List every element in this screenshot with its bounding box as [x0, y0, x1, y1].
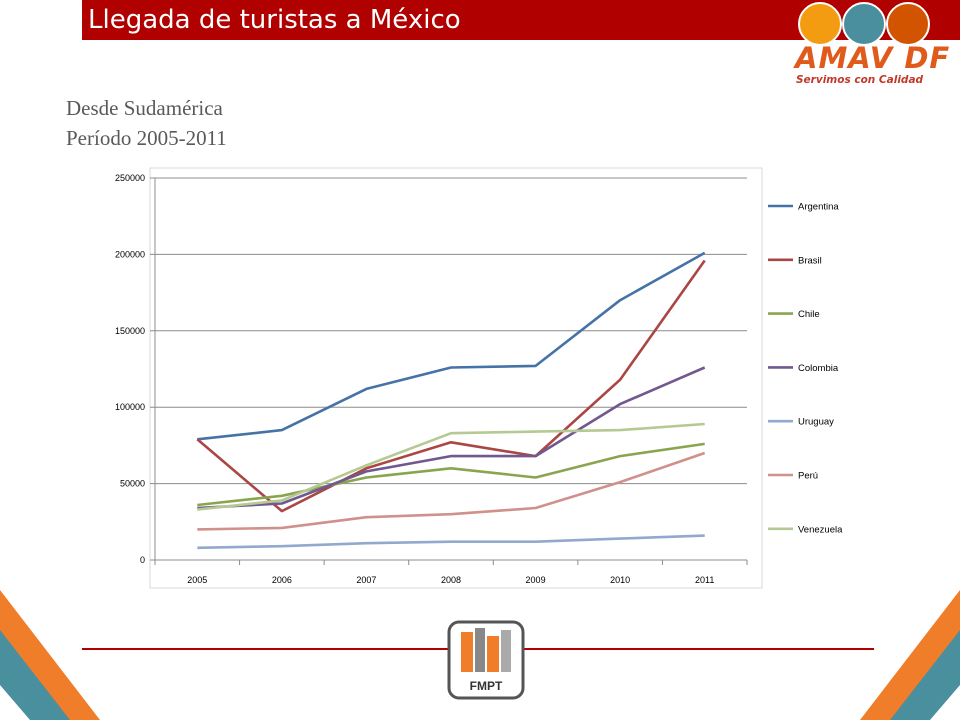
x-tick-label: 2008 [441, 575, 461, 585]
x-tick-label: 2010 [610, 575, 630, 585]
y-tick-label: 0 [140, 555, 145, 565]
series-line-argentina [197, 251, 706, 441]
series-line-venezuela [197, 422, 705, 511]
y-tick-label: 100000 [115, 402, 145, 412]
y-tick-label: 50000 [120, 479, 145, 489]
legend-label: Colombia [798, 363, 839, 374]
logo-archer-icon [886, 2, 930, 46]
bottom-right-corner-decoration [860, 590, 960, 720]
legend-label: Argentina [798, 202, 839, 213]
chart-frame [149, 167, 763, 589]
logo-wordmark: AMAV DF [795, 41, 951, 75]
x-tick-label: 2007 [356, 575, 376, 585]
legend-label: Brasil [798, 255, 822, 266]
logo-building-icon [798, 2, 842, 46]
series-line-uruguay [197, 534, 705, 550]
slide-title: Llegada de turistas a México [88, 5, 461, 35]
series-line-colombia [197, 366, 706, 510]
fmpt-logo-text: FMPT [470, 679, 503, 693]
fmpt-logo: FMPT [447, 620, 525, 700]
legend-label: Chile [798, 309, 820, 320]
bottom-left-corner-decoration [0, 590, 100, 720]
logo-angel-icon [842, 2, 886, 46]
series-line-chile [197, 442, 705, 507]
series-line-brasil [196, 259, 706, 513]
logo-tagline: Servimos con Calidad [796, 74, 924, 86]
y-tick-label: 250000 [115, 173, 145, 183]
y-tick-label: 150000 [115, 326, 145, 336]
x-tick-label: 2006 [272, 575, 292, 585]
legend-label: Perú [798, 471, 818, 482]
x-tick-label: 2005 [187, 575, 207, 585]
y-tick-label: 200000 [115, 249, 145, 259]
series-line-peru [197, 451, 706, 531]
x-tick-label: 2009 [526, 575, 546, 585]
subtitle-period: Período 2005-2011 [66, 126, 227, 150]
legend-label: Uruguay [798, 417, 834, 428]
subtitle-origin: Desde Sudamérica [66, 96, 223, 120]
amav-df-logo: AMAV DF Servimos con Calidad [790, 0, 951, 92]
legend-label: Venezuela [798, 524, 843, 535]
x-tick-label: 2011 [695, 575, 714, 585]
